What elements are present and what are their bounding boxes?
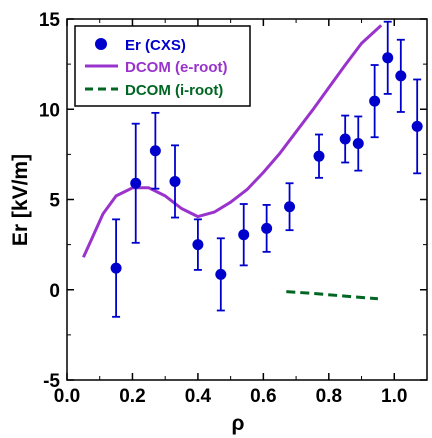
y-axis-title: Er [kV/m]	[9, 154, 32, 246]
data-point	[313, 133, 325, 179]
data-marker	[169, 175, 181, 187]
data-point	[169, 144, 181, 219]
data-point	[382, 20, 394, 95]
x-axis-ticks: 0.0 0.2 0.4 0.6 0.8 1.0	[54, 19, 428, 407]
y-tick-label: 5	[49, 191, 60, 212]
x-tick-label: 0.6	[250, 386, 276, 407]
y-axis-ticks: -5 0 5 10 15	[39, 10, 427, 392]
data-point	[339, 114, 351, 164]
data-point	[215, 237, 227, 312]
data-point	[238, 203, 250, 267]
legend-marker-er-cxs	[95, 38, 107, 50]
x-tick-label: 0.0	[54, 386, 80, 407]
data-marker	[313, 150, 325, 162]
data-marker	[382, 52, 394, 64]
data-point	[369, 64, 381, 139]
y-tick-label: -5	[43, 371, 60, 392]
y-tick-label: 15	[39, 10, 61, 31]
legend-label-dcom-i-root: DCOM (i-root)	[125, 82, 223, 99]
line-layer	[82, 24, 383, 301]
data-marker	[130, 177, 142, 189]
data-point	[284, 182, 296, 232]
data-point	[411, 78, 423, 175]
scatter-layer	[110, 20, 423, 318]
data-point	[110, 218, 122, 318]
x-tick-label: 1.0	[381, 386, 407, 407]
data-marker	[339, 133, 351, 145]
data-point	[352, 115, 364, 172]
series-line-dcom-i-root	[286, 290, 379, 301]
data-point	[130, 122, 142, 244]
y-tick-label: 0	[49, 281, 60, 302]
series-line-dcom-e-root	[82, 24, 383, 258]
legend-label-er-cxs: Er (CXS)	[125, 37, 186, 54]
x-tick-label: 0.4	[185, 386, 212, 407]
data-marker	[110, 262, 122, 274]
data-point	[149, 111, 161, 190]
data-marker	[395, 70, 407, 82]
data-marker	[238, 229, 250, 241]
x-axis-title: ρ	[232, 412, 245, 435]
x-tick-label: 0.2	[119, 386, 145, 407]
x-tick-label: 0.8	[316, 386, 342, 407]
data-point	[192, 218, 204, 271]
legend: Er (CXS) DCOM (e-root) DCOM (i-root)	[74, 25, 251, 107]
y-tick-label: 10	[39, 100, 60, 121]
data-point	[395, 38, 407, 113]
data-marker	[215, 268, 227, 280]
data-point	[261, 204, 273, 253]
data-marker	[411, 120, 423, 132]
data-marker	[149, 145, 161, 157]
data-marker	[192, 239, 204, 251]
data-marker	[284, 201, 296, 213]
legend-label-dcom-e-root: DCOM (e-root)	[125, 59, 227, 76]
data-marker	[352, 138, 364, 150]
data-marker	[369, 95, 381, 107]
data-marker	[261, 222, 273, 234]
